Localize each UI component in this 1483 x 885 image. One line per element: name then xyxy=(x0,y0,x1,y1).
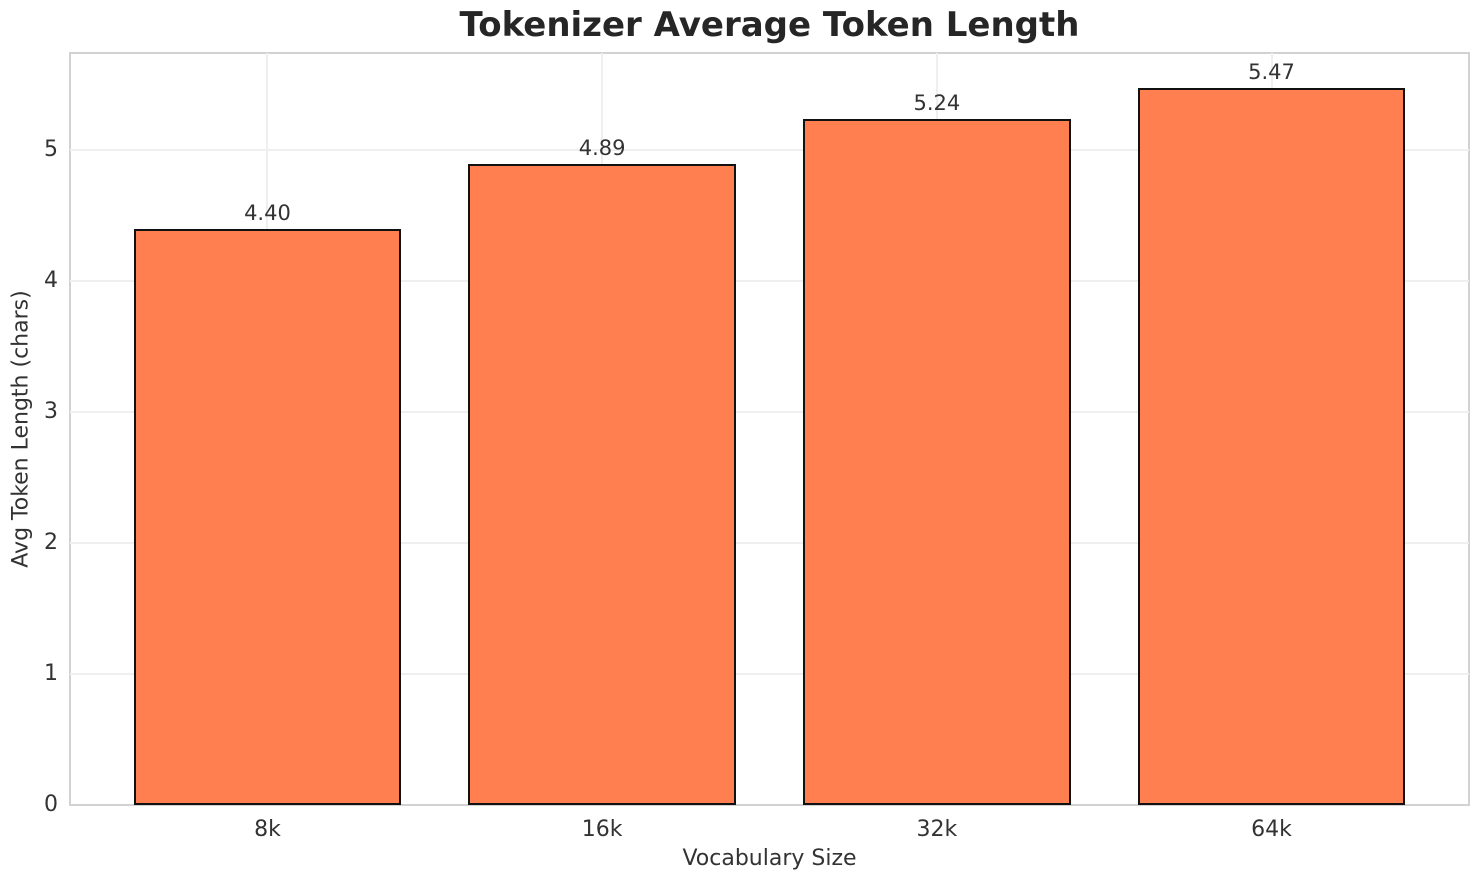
y-tick-label: 3 xyxy=(44,398,58,424)
bar-value-label: 5.47 xyxy=(1248,60,1295,85)
y-tick-label: 5 xyxy=(44,136,58,162)
x-axis-label: Vocabulary Size xyxy=(682,846,857,871)
y-tick-label: 1 xyxy=(44,660,58,686)
y-gridline xyxy=(70,672,1469,675)
bar xyxy=(1137,88,1406,805)
bar xyxy=(468,164,737,805)
y-gridline xyxy=(70,279,1469,282)
bar xyxy=(802,118,1071,805)
x-tick-label: 32k xyxy=(916,817,958,842)
y-gridline xyxy=(70,541,1469,544)
x-tick-label: 16k xyxy=(581,817,623,842)
y-gridline xyxy=(70,410,1469,413)
y-tick-label: 4 xyxy=(44,267,58,293)
plot-area: 4.40 4.89 5.24 5.47 xyxy=(69,52,1470,806)
y-tick-label: 0 xyxy=(44,792,58,817)
bar-value-label: 4.40 xyxy=(244,200,291,225)
x-tick-label: 64k xyxy=(1251,817,1292,842)
chart-title: Tokenizer Average Token Length xyxy=(459,5,1080,45)
y-axis-label: Avg Token Length (chars) xyxy=(8,290,34,568)
y-tick-label: 2 xyxy=(44,529,58,555)
bar-value-label: 4.89 xyxy=(578,136,626,161)
x-tick-label: 8k xyxy=(254,817,281,842)
bar xyxy=(133,228,402,805)
y-gridline xyxy=(70,148,1469,151)
bar-value-label: 5.24 xyxy=(913,90,961,115)
